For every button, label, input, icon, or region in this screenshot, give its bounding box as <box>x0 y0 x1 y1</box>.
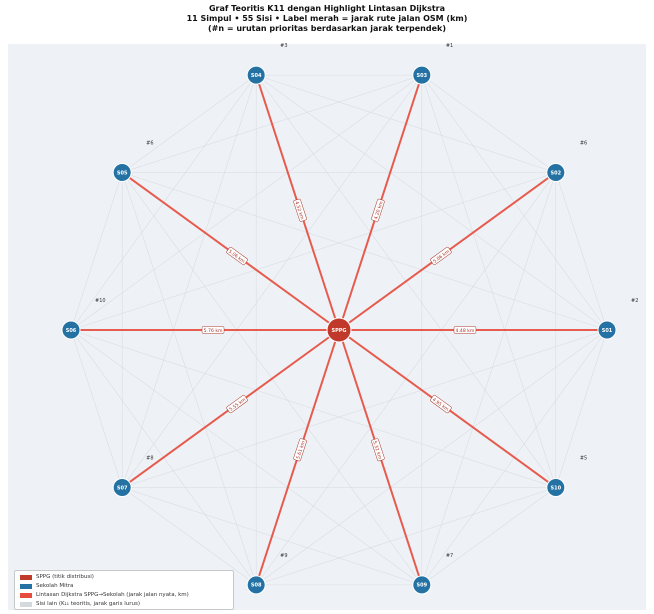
other-edge <box>555 329 608 488</box>
title-line-1: Graf Teoritis K11 dengan Highlight Linta… <box>208 4 445 13</box>
other-edge <box>421 74 556 173</box>
distance-label-box <box>430 395 452 414</box>
legend-item-hub: SPPG (titik distribusi) <box>20 573 94 581</box>
distance-label-box <box>226 395 248 414</box>
priority-s02: #6 <box>580 140 587 146</box>
node-s03 <box>412 65 432 85</box>
distance-label-s08: 5.61 km <box>293 438 307 462</box>
distance-label-box <box>293 198 307 222</box>
other-edge <box>256 329 608 586</box>
other-edge <box>70 74 422 331</box>
distance-label-s09: 5.32 km <box>371 438 385 462</box>
other-edge <box>256 74 608 331</box>
priority-s03: #1 <box>446 43 453 49</box>
nodes: S01 S02 S03 S04 S05 S06 S07 S08 S09 S10 SPPG <box>61 65 617 595</box>
distance-label-s04: 4.52 km <box>293 198 307 222</box>
figure-title: Graf Teoritis K11 dengan Highlight Linta… <box>0 4 654 34</box>
node-label-s02: S02 <box>551 170 562 176</box>
node-label-s03: S03 <box>417 73 428 79</box>
node-s10 <box>546 478 566 498</box>
priority-s09: #7 <box>446 553 453 559</box>
legend-swatch-path <box>20 592 32 598</box>
distance-label-text: 4.52 km <box>293 201 305 221</box>
distance-label-box <box>201 326 225 334</box>
distance-label-box <box>430 246 452 265</box>
priority-s08: #9 <box>280 553 287 559</box>
node-s08 <box>246 575 266 595</box>
distance-label-s03: 4.20 km <box>371 198 385 222</box>
distance-label-s06: 5.76 km <box>201 326 225 334</box>
distance-label-box <box>371 438 385 462</box>
distance-label-text: 5.76 km <box>204 328 223 334</box>
priority-s04: #3 <box>280 43 287 49</box>
priority-s07: #8 <box>146 456 153 462</box>
priority-s06: #10 <box>95 298 106 304</box>
distance-label-box <box>226 246 248 265</box>
other-edge <box>421 487 556 586</box>
node-s09 <box>412 575 432 595</box>
title-line-2: 11 Simpul • 55 Sisi • Label merah = jara… <box>186 14 468 23</box>
legend-swatch-school <box>20 583 32 589</box>
node-s04 <box>246 65 266 85</box>
legend-label-path: Lintasan Dijkstra SPPG→Sekolah (jarak ja… <box>36 592 189 598</box>
node-label-sppg: SPPG <box>331 328 346 334</box>
node-label-s06: S06 <box>66 328 77 334</box>
distance-label-text: 5.61 km <box>295 440 307 460</box>
title-line-3: (#n = urutan prioritas berdasarkan jarak… <box>207 24 447 33</box>
node-s06 <box>61 320 81 340</box>
legend-item-path: Lintasan Dijkstra SPPG→Sekolah (jarak ja… <box>20 591 189 599</box>
priority-s05: #6 <box>146 140 153 146</box>
legend-swatch-hub <box>20 574 32 580</box>
priority-labels: #2 #6 #1 #3 #6 #10 #8 #9 #7 #5 <box>95 43 638 559</box>
node-s05 <box>112 162 132 182</box>
other-edge <box>122 487 257 586</box>
node-label-s08: S08 <box>251 583 262 589</box>
distance-label-s01: 4.48 km <box>453 326 477 334</box>
node-sppg <box>326 317 352 343</box>
legend-label-hub: SPPG (titik distribusi) <box>36 574 94 580</box>
legend: SPPG (titik distribusi) Sekolah Mitra Li… <box>14 570 234 610</box>
other-edge <box>421 75 557 488</box>
legend-label-school: Sekolah Mitra <box>36 583 74 589</box>
node-s07 <box>112 478 132 498</box>
priority-s01: #2 <box>631 298 638 304</box>
node-label-s10: S10 <box>551 485 562 491</box>
legend-item-school: Sekolah Mitra <box>20 582 73 590</box>
priority-s10: #5 <box>580 456 587 462</box>
node-s01 <box>597 320 617 340</box>
distance-label-text: 4.48 km <box>456 328 475 334</box>
other-edge <box>555 172 608 331</box>
legend-label-other: Sisi lain (K₁₁ teoritis, jarak garis lur… <box>36 601 140 607</box>
node-label-s05: S05 <box>117 170 128 176</box>
node-label-s04: S04 <box>251 73 262 79</box>
legend-item-other: Sisi lain (K₁₁ teoritis, jarak garis lur… <box>20 600 140 608</box>
other-edge <box>70 172 123 331</box>
other-edge <box>122 74 257 173</box>
node-label-s09: S09 <box>417 583 428 589</box>
other-edge <box>421 172 557 585</box>
distance-label-box <box>453 326 477 334</box>
distance-label-text: 4.20 km <box>373 200 385 220</box>
distance-label-box <box>293 438 307 462</box>
node-label-s01: S01 <box>602 328 613 334</box>
other-edge <box>70 329 123 488</box>
other-edge <box>70 329 422 586</box>
node-s02 <box>546 162 566 182</box>
node-label-s07: S07 <box>117 485 128 491</box>
other-edge <box>121 75 257 488</box>
distance-label-text: 5.32 km <box>371 440 383 460</box>
other-edge <box>121 172 257 585</box>
distance-label-box <box>371 198 385 222</box>
legend-swatch-other <box>20 601 32 607</box>
